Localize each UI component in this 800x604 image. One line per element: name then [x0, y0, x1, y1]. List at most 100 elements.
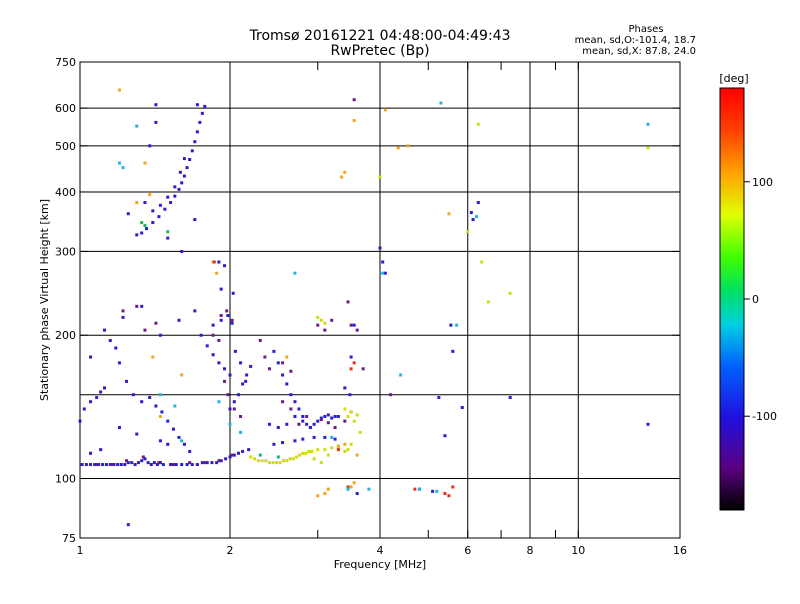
data-point: [143, 201, 147, 205]
data-point: [211, 353, 215, 357]
data-point: [316, 448, 320, 452]
data-point: [121, 309, 125, 313]
data-point: [89, 355, 93, 359]
data-point: [185, 166, 189, 170]
data-point: [285, 382, 289, 386]
data-point: [97, 463, 101, 467]
data-point: [253, 457, 257, 461]
data-point: [378, 175, 382, 179]
data-point: [349, 355, 353, 359]
colorbar-label: [deg]: [719, 72, 748, 85]
data-point: [219, 459, 223, 463]
data-point: [212, 260, 216, 264]
data-point: [158, 439, 162, 443]
data-point: [278, 461, 282, 465]
data-point: [195, 463, 199, 467]
data-point: [239, 414, 243, 418]
data-point: [319, 416, 323, 420]
data-point: [310, 449, 314, 453]
data-point: [343, 170, 347, 174]
data-point: [293, 400, 297, 404]
data-point: [276, 425, 280, 429]
data-point: [173, 404, 177, 408]
data-point: [336, 448, 340, 452]
data-point: [267, 422, 271, 426]
data-point: [178, 170, 182, 174]
data-point: [154, 120, 158, 124]
data-point: [154, 103, 158, 107]
y-tick-label: 300: [55, 245, 76, 258]
data-point: [217, 338, 221, 342]
data-point: [285, 355, 289, 359]
data-point: [148, 193, 152, 197]
y-tick-label: 200: [55, 329, 76, 342]
data-point: [114, 346, 118, 350]
data-point: [225, 309, 229, 313]
data-point: [381, 260, 385, 264]
data-point: [348, 393, 352, 397]
data-point: [346, 414, 350, 418]
data-point: [223, 264, 227, 268]
data-point: [93, 463, 97, 467]
data-point: [143, 161, 147, 165]
data-point: [80, 463, 84, 467]
data-point: [219, 314, 223, 318]
data-point: [125, 459, 129, 463]
data-point: [131, 393, 135, 397]
colorbar-ticks: 100 0 -100: [744, 176, 777, 423]
data-point: [188, 449, 192, 453]
data-point: [406, 144, 410, 148]
x-axis-label: Frequency [MHz]: [334, 558, 426, 571]
data-point: [305, 414, 309, 418]
data-point: [158, 333, 162, 337]
grid-lines: [80, 62, 680, 538]
x-tick-label: 16: [673, 544, 687, 557]
data-point: [228, 455, 232, 459]
data-point: [281, 373, 285, 377]
data-point: [151, 221, 155, 225]
data-point: [460, 406, 464, 410]
data-point: [646, 146, 650, 150]
data-point: [236, 393, 240, 397]
data-point: [232, 407, 236, 411]
data-point: [316, 494, 320, 498]
y-tick-label: 500: [55, 140, 76, 153]
data-point: [298, 453, 302, 457]
data-point: [293, 414, 297, 418]
data-point: [399, 373, 403, 377]
data-point: [174, 463, 178, 467]
data-point: [217, 361, 221, 365]
data-point: [188, 157, 192, 161]
data-point: [330, 318, 334, 322]
data-point: [224, 457, 228, 461]
data-point: [247, 448, 251, 452]
data-point: [169, 201, 173, 205]
data-point: [173, 185, 177, 189]
data-point: [188, 461, 192, 465]
data-point: [316, 419, 320, 423]
data-point: [349, 323, 353, 327]
data-point: [133, 463, 137, 467]
data-point: [449, 323, 453, 327]
data-point: [223, 367, 227, 371]
data-point: [193, 309, 197, 313]
data-point: [316, 323, 320, 327]
data-point: [285, 459, 289, 463]
data-point: [330, 446, 334, 450]
data-point: [215, 271, 219, 275]
y-axis-label: Stationary phase Virtual Height [km]: [38, 199, 51, 401]
data-point: [182, 174, 186, 178]
stats-line-x: mean, sd,X: 87.8, 24.0: [582, 46, 696, 57]
data-point: [312, 422, 316, 426]
data-point: [219, 287, 223, 291]
data-point: [166, 230, 170, 234]
data-point: [173, 194, 177, 198]
data-point: [333, 414, 337, 418]
data-point: [272, 442, 276, 446]
data-point: [161, 463, 165, 467]
data-point: [89, 400, 93, 404]
data-point: [258, 453, 262, 457]
y-tick-label: 75: [62, 532, 76, 545]
data-point: [171, 463, 175, 467]
data-point: [469, 211, 473, 215]
